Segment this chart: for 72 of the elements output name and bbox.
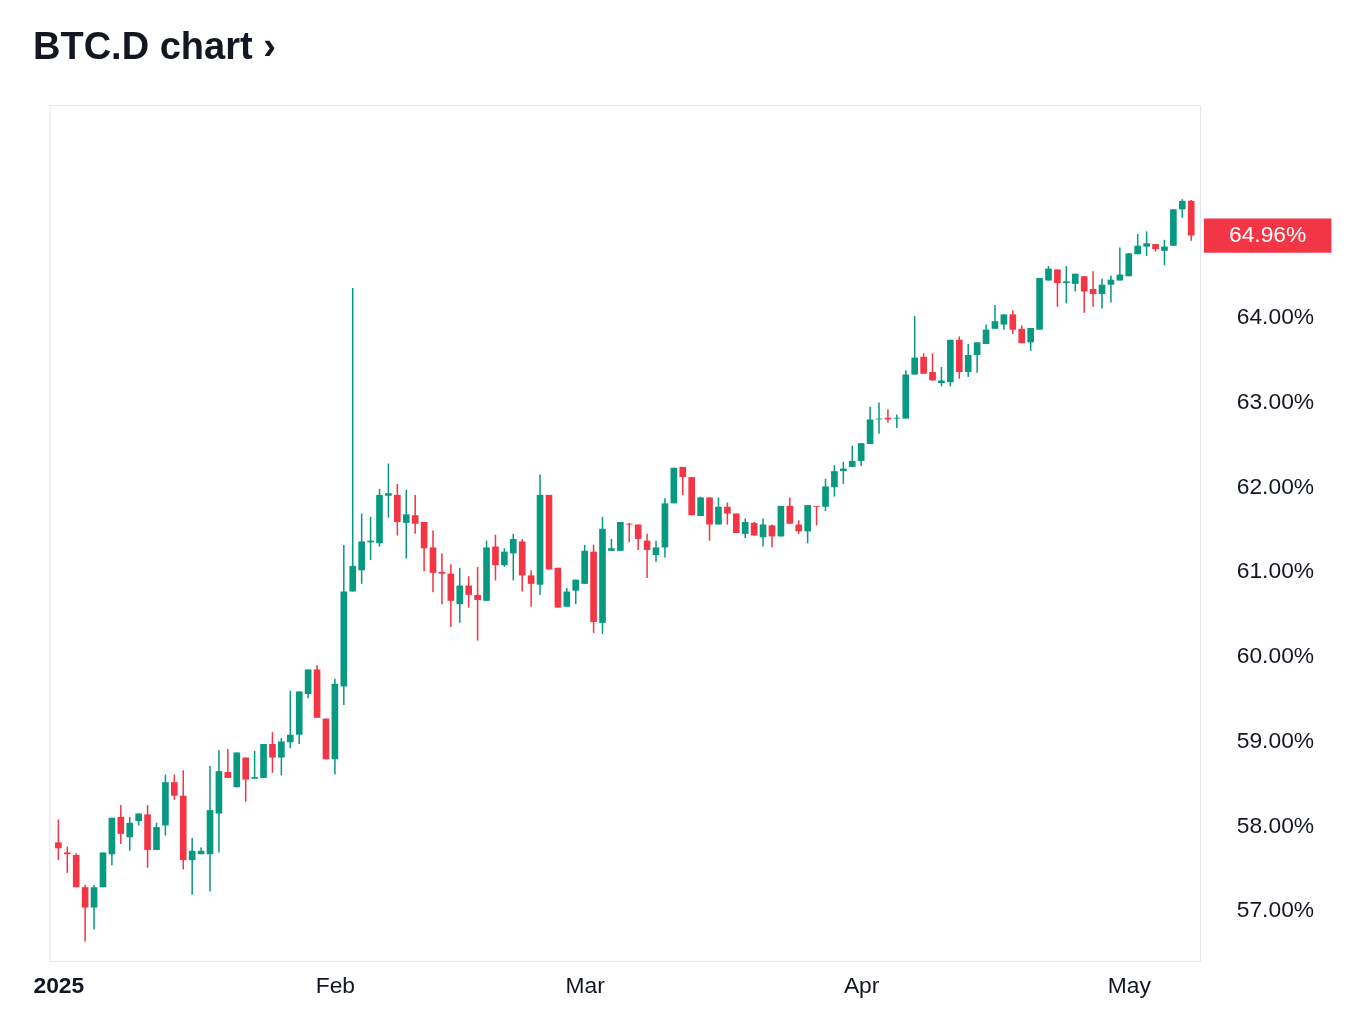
y-tick-label: 60.00% (1236, 642, 1315, 669)
candlestick (465, 575, 473, 609)
candlestick (411, 494, 419, 535)
candlestick (501, 547, 508, 568)
candlestick (1080, 275, 1088, 314)
x-tick-label: 2025 (33, 971, 85, 998)
candlestick (269, 731, 276, 774)
y-tick-label: 58.00% (1236, 811, 1315, 838)
candlestick (1178, 198, 1186, 219)
candlestick (938, 366, 945, 388)
candlestick (741, 517, 749, 539)
x-tick-label: Feb (315, 971, 356, 998)
candlestick (153, 822, 160, 851)
x-tick-label: Mar (565, 971, 606, 998)
candlestick (991, 304, 999, 330)
candlestick (652, 539, 660, 563)
candlestick (625, 522, 633, 544)
x-tick-label: May (1107, 971, 1152, 998)
candlestick (509, 533, 517, 582)
candlestick (1143, 230, 1150, 257)
candlestick (893, 413, 901, 429)
candlestick (456, 567, 464, 624)
candlestick (55, 818, 62, 861)
candlestick (90, 883, 98, 931)
candlestick (813, 505, 820, 527)
candlestick (572, 578, 580, 605)
text: 64.96% (1228, 221, 1307, 248)
candlestick (929, 352, 936, 382)
candlestick (492, 533, 499, 582)
candlestick (1009, 309, 1017, 335)
candlestick (822, 478, 829, 512)
candlestick (385, 462, 392, 519)
y-tick-label: 59.00% (1236, 726, 1315, 753)
candlestick (286, 689, 294, 750)
candlestick (126, 816, 134, 852)
candlestick (1063, 265, 1070, 305)
candlestick (964, 343, 972, 378)
candlestick (438, 552, 446, 605)
candlestick (831, 464, 838, 498)
candlestick (857, 442, 865, 467)
candlestick (63, 845, 71, 874)
candlestick (973, 341, 981, 374)
candlestick (402, 489, 410, 560)
candlestick (224, 748, 232, 779)
candlestick (349, 287, 357, 593)
candlestick (171, 773, 178, 801)
candlestick (724, 501, 731, 526)
x-tick-label: Apr (843, 971, 880, 998)
y-tick-label: 61.00% (1236, 557, 1315, 584)
candlestick (715, 496, 722, 526)
candlestick (563, 587, 571, 608)
y-tick-label: 57.00% (1236, 896, 1315, 923)
candlestick (474, 566, 481, 642)
y-tick-label: 63.00% (1236, 387, 1315, 414)
candlestick (786, 496, 794, 525)
candlestick (1161, 239, 1168, 266)
candlestick (251, 750, 258, 780)
candlestick (848, 444, 856, 468)
candlestick (920, 352, 927, 375)
candlestick (1054, 268, 1061, 308)
candlestick (911, 315, 919, 376)
candlestick (188, 837, 196, 896)
chart-title: BTC.D chart › (32, 25, 276, 68)
candlestick (634, 523, 642, 551)
candlestick (242, 756, 250, 803)
candlestick (679, 466, 687, 496)
candlestick (117, 804, 125, 845)
candlestick (527, 569, 535, 608)
y-tick-label: 64.00% (1236, 303, 1315, 330)
candlestick (81, 883, 89, 943)
candlestick (278, 737, 285, 777)
y-tick-label: 62.00% (1236, 472, 1315, 499)
